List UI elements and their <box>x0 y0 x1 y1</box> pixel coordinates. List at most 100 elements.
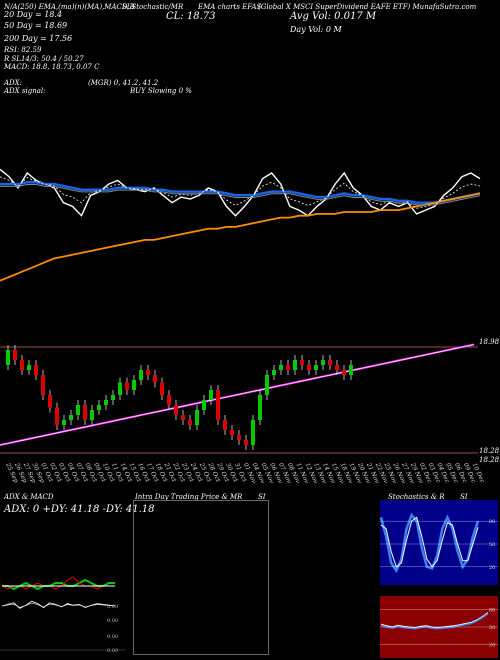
candle-down <box>55 407 59 425</box>
day-vol-label: Day Vol: 0 M <box>290 25 342 34</box>
header-title-right: (Global X MSCI SuperDividend EAFE ETF) M… <box>258 3 477 11</box>
macd-tick-label: 0.00 <box>107 604 118 610</box>
candle-down <box>230 430 234 435</box>
candle-up <box>118 382 122 395</box>
candle-up <box>272 370 276 375</box>
candle-down <box>146 370 150 375</box>
candle-up <box>293 360 297 370</box>
candle-down <box>181 415 185 420</box>
white-ma-line <box>0 344 475 446</box>
candle-down <box>125 382 129 390</box>
candle-up <box>27 365 31 370</box>
candle-down <box>223 420 227 430</box>
macd-tick-label: 0.00 <box>107 634 118 640</box>
candle-down <box>244 440 248 445</box>
rsi-tick-label: 80 <box>489 608 495 614</box>
stoch-tick-label: 50 <box>489 542 495 548</box>
macd-label: MACD: 18.8, 18.73, 0.07 C <box>4 63 100 71</box>
candle-up <box>349 365 353 375</box>
rsi-signal-line <box>380 613 489 630</box>
adx-panel: 0.00 0.00 0.00 0.00 <box>0 576 125 654</box>
adx-signal-label: ADX signal: <box>4 87 46 95</box>
candle-up <box>76 405 80 415</box>
stoch-d-line <box>380 516 479 568</box>
candle-up <box>314 365 318 370</box>
avg-vol-label: Avg Vol: 0.017 M <box>290 11 377 22</box>
candle-up <box>111 395 115 400</box>
candle-down <box>174 405 178 415</box>
candle-up <box>132 380 136 390</box>
candle-down <box>20 360 24 370</box>
stoch-tick-label: 20 <box>489 565 495 571</box>
rsi-label: RSI: 82.59 <box>4 46 42 54</box>
candle-up <box>97 405 101 410</box>
candle-down <box>342 370 346 375</box>
candle-up <box>139 370 143 380</box>
candle-up <box>251 420 255 445</box>
candle-up <box>6 350 10 365</box>
candle-down <box>13 350 17 360</box>
rsi-line <box>380 612 489 629</box>
candle-down <box>34 365 38 375</box>
rsi-tick-label: 20 <box>489 642 495 648</box>
stoch-panel-title: Stochastics & R <box>388 493 445 501</box>
ema-line-200-day <box>0 192 481 282</box>
candle-down <box>188 420 192 425</box>
candle-down <box>48 395 52 408</box>
price-label-lower2: 18.28 <box>479 456 500 464</box>
candle-up <box>104 400 108 405</box>
candle-down <box>153 375 157 383</box>
stoch-panel-title-si: SI <box>460 493 468 501</box>
candle-down <box>328 360 332 365</box>
ma200-label: 200 Day = 17.56 <box>4 34 73 43</box>
candle-up <box>90 410 94 420</box>
adx-label: ADX: <box>4 79 23 87</box>
candle-down <box>300 360 304 365</box>
macd-tick-label: 0.00 <box>107 648 118 654</box>
close-label: CL: 18.73 <box>166 11 216 22</box>
stoch-tick-label: 80 <box>489 519 495 525</box>
candle-up <box>265 375 269 395</box>
candle-up <box>209 390 213 400</box>
rsi-tick-label: 50 <box>489 625 495 631</box>
candle-down <box>237 435 241 440</box>
candle-chart <box>0 343 478 454</box>
stoch-k-line <box>379 512 480 574</box>
candle-down <box>307 365 311 370</box>
candle-up <box>258 395 262 420</box>
ema-line-50-day <box>0 184 481 206</box>
header-title-left: N/A(250) EMA,(ma)(n)(MA),MACD,B <box>4 3 135 11</box>
macd-signal-line <box>1 602 116 608</box>
adx-panel-readout: ADX: 0 +DY: 41.18 -DY: 41.18 <box>4 504 155 515</box>
header-title-mid: SLStochastic/MR <box>122 3 184 11</box>
macd-tick-label: 0.00 <box>107 618 118 624</box>
intraday-title-si: SI <box>258 493 266 501</box>
candle-down <box>335 365 339 370</box>
candle-up <box>195 410 199 425</box>
stoch-panel: 80 50 20 80 50 20 <box>379 500 498 658</box>
candle-down <box>160 382 164 395</box>
stoch-label: R SL14/3: 50.4 / 50.27 <box>4 55 84 63</box>
candle-up <box>279 365 283 370</box>
adx-value: (MGR) 0, 41.2, 41.2 <box>88 79 159 87</box>
ema-chart <box>0 168 481 282</box>
ma20-label: 20 Day = 18.4 <box>4 10 63 19</box>
buy-signal-label: BUY Slowing 0 % <box>130 87 192 95</box>
ma50-label: 50 Day = 18.69 <box>4 21 68 30</box>
header-title-mid2: EMA charts EFAS <box>198 3 262 11</box>
candle-down <box>41 375 45 395</box>
candle-up <box>62 420 66 425</box>
candle-down <box>216 390 220 420</box>
candle-down <box>83 405 87 420</box>
candle-up <box>69 415 73 420</box>
candle-up <box>321 360 325 365</box>
ema-line-20-day <box>0 181 481 204</box>
adx-panel-title: ADX & MACD <box>4 493 54 501</box>
ema-line-price <box>0 168 481 217</box>
candle-down <box>167 395 171 405</box>
candle-up <box>202 400 206 410</box>
candle-down <box>286 365 290 370</box>
price-label-upper: 18.98 <box>479 338 500 346</box>
intraday-panel <box>133 500 269 655</box>
